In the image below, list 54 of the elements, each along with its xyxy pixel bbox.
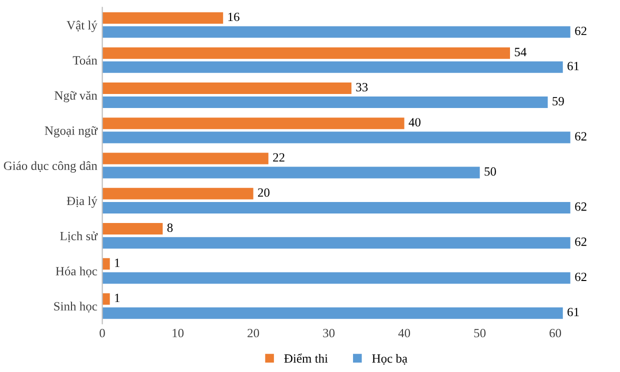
y-tick-label: Vật lý	[66, 20, 98, 32]
y-tick-label: Hóa học	[56, 266, 98, 278]
x-tick-label: 10	[172, 328, 184, 338]
data-label: 1	[115, 294, 120, 302]
data-label: 50	[484, 167, 496, 176]
data-label: 54	[514, 48, 526, 56]
data-label: 61	[568, 308, 579, 316]
bar	[102, 166, 480, 178]
data-label: 59	[552, 97, 564, 106]
y-tick-label: Giáo dục công dân	[4, 161, 98, 173]
y-tick-label: Lịch sử	[60, 231, 98, 242]
y-tick-label: Địa lý	[66, 196, 98, 208]
bar	[102, 237, 570, 249]
data-label: 8	[167, 223, 173, 232]
bar	[102, 307, 563, 319]
bar	[102, 258, 110, 270]
data-label: 62	[575, 272, 586, 282]
bar	[102, 188, 254, 200]
data-label: 62	[575, 202, 586, 211]
y-tick-label: Ngữ văn	[54, 91, 98, 102]
bar	[102, 293, 110, 305]
data-label: 61	[568, 62, 579, 70]
data-label: 62	[575, 132, 586, 141]
bar	[102, 96, 548, 108]
bar	[102, 12, 224, 24]
data-label: 20	[258, 188, 270, 197]
data-label: 1	[115, 258, 120, 267]
bar	[102, 202, 570, 214]
data-label: 22	[273, 153, 284, 162]
x-tick-label: 50	[474, 328, 486, 338]
x-tick-label: 40	[398, 328, 410, 338]
y-tick-label: Sinh học	[54, 302, 98, 312]
bar	[102, 61, 563, 73]
bar	[102, 152, 268, 164]
data-label: 33	[356, 82, 368, 92]
bar	[102, 82, 352, 94]
bar	[102, 223, 163, 235]
data-label: 40	[408, 118, 420, 127]
data-label: 16	[228, 12, 240, 22]
bar	[102, 47, 510, 59]
x-tick-label: 30	[323, 328, 335, 338]
data-label: 62	[575, 238, 586, 246]
x-tick-label: 0	[100, 328, 105, 338]
x-tick-label: 60	[550, 328, 562, 338]
bar	[102, 118, 404, 130]
bar	[102, 132, 570, 144]
legend-label: Học bạ	[372, 354, 408, 365]
legend-label: Điểm thi	[284, 354, 328, 363]
bar	[102, 26, 570, 38]
y-tick-label: Toán	[72, 56, 98, 65]
data-label: 62	[575, 26, 586, 36]
y-tick-label: Ngoại ngữ	[44, 126, 98, 138]
x-tick-label: 20	[248, 328, 260, 338]
bar	[102, 272, 570, 284]
